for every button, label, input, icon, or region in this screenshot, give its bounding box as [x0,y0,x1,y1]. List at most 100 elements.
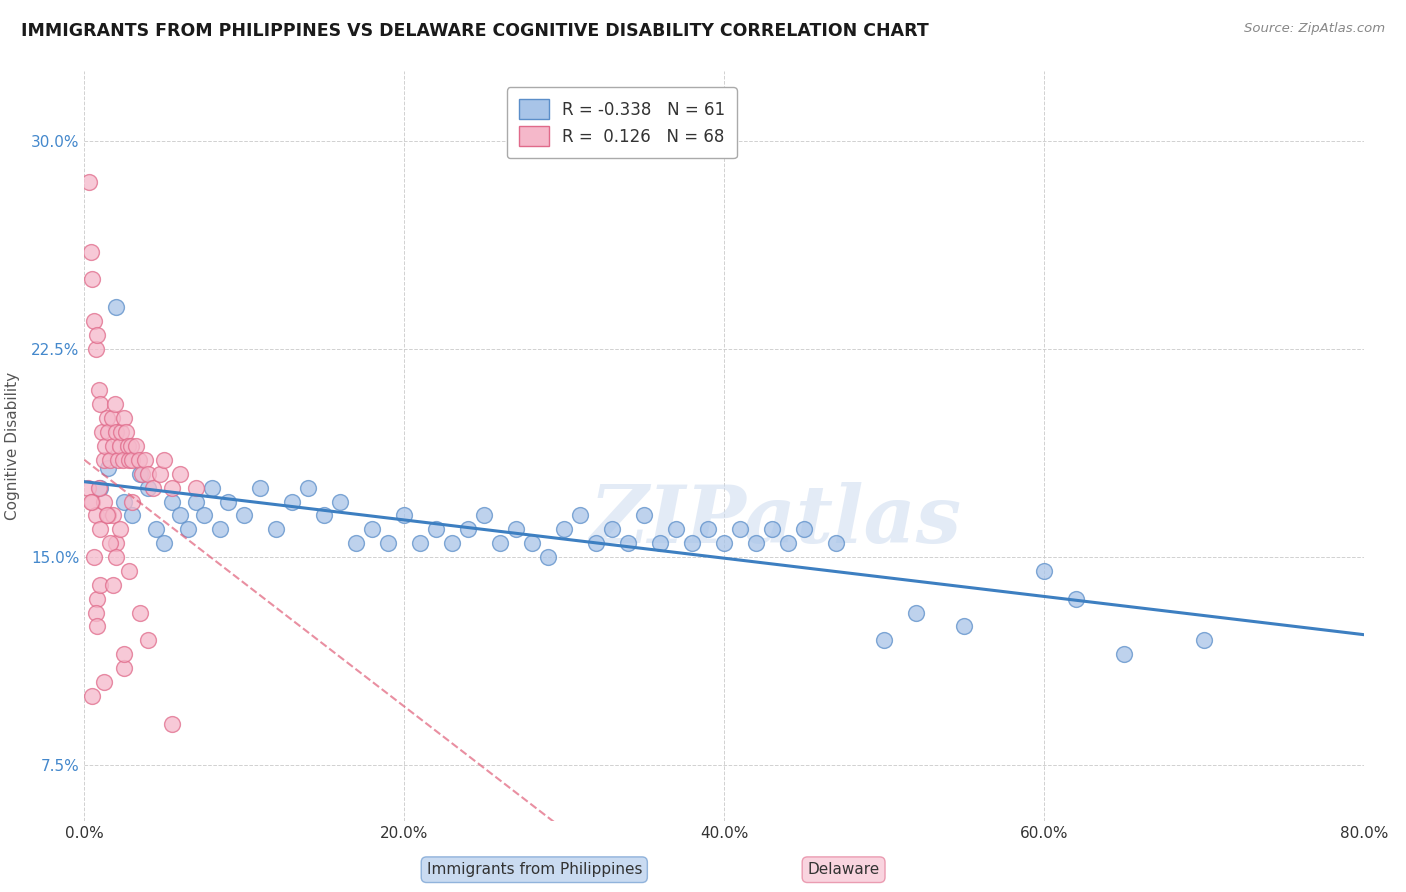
Point [83,549,105,564]
Point [409,536,432,550]
Point [138,481,160,495]
Point [761,522,783,536]
Point [96,508,118,523]
Point [87,384,110,398]
Point [553,522,575,536]
Point [84,342,107,356]
Point [441,536,464,550]
Point [138,467,160,481]
Point [121,453,143,467]
Point [111,453,134,467]
Point [105,536,128,550]
Point [118,453,141,467]
Point [209,522,232,536]
Point [105,549,128,564]
Point [82,689,104,703]
Point [425,522,447,536]
Point [217,494,239,508]
Point [617,536,640,550]
Point [110,425,132,439]
Point [96,411,118,425]
Point [713,536,735,550]
Point [585,536,607,550]
Point [129,467,152,481]
Point [93,674,115,689]
Point [377,536,399,550]
Point [83,314,105,328]
Point [569,508,592,523]
Point [80,494,103,508]
Point [162,481,184,495]
Point [193,508,215,523]
Point [101,508,124,523]
Y-axis label: Cognitive Disability: Cognitive Disability [4,372,20,520]
Point [82,272,104,286]
Point [94,439,117,453]
Point [101,578,124,592]
Point [681,536,703,550]
Point [84,508,107,523]
Point [905,606,928,620]
Point [101,439,124,453]
Point [314,508,336,523]
Point [233,508,256,523]
Point [98,536,121,550]
Point [107,453,129,467]
Point [665,522,688,536]
Point [117,439,139,453]
Point [281,494,304,508]
Point [80,244,103,259]
Text: IMMIGRANTS FROM PHILIPPINES VS DELAWARE COGNITIVE DISABILITY CORRELATION CHART: IMMIGRANTS FROM PHILIPPINES VS DELAWARE … [21,22,929,40]
Point [186,494,208,508]
Point [394,508,416,523]
Point [89,522,111,536]
Point [128,453,150,467]
Point [112,494,135,508]
Point [97,461,120,475]
Point [186,481,208,495]
Point [97,425,120,439]
Point [745,536,768,550]
Point [86,591,108,606]
Point [537,549,560,564]
Point [472,508,495,523]
Point [97,508,120,523]
Point [138,633,160,648]
Point [82,494,104,508]
Point [825,536,848,550]
Point [522,536,544,550]
Point [793,522,815,536]
Point [1033,564,1056,578]
Point [115,425,138,439]
Point [177,522,200,536]
Point [84,606,107,620]
Point [121,494,143,508]
Point [86,619,108,633]
Point [249,481,271,495]
Point [169,467,191,481]
Point [145,522,167,536]
Point [108,522,131,536]
Point [121,508,143,523]
Point [489,536,512,550]
Text: Delaware: Delaware [807,863,880,877]
Point [633,508,655,523]
Point [86,328,108,343]
Text: Source: ZipAtlas.com: Source: ZipAtlas.com [1244,22,1385,36]
Point [162,494,184,508]
Point [87,481,110,495]
Point [100,411,122,425]
Point [120,439,142,453]
Point [162,716,184,731]
Point [91,425,114,439]
Point [650,536,672,550]
Point [134,453,156,467]
Point [77,175,100,189]
Point [697,522,720,536]
Point [112,661,135,675]
Point [505,522,527,536]
Point [873,633,896,648]
Point [1112,647,1135,661]
Point [148,467,170,481]
Point [124,439,146,453]
